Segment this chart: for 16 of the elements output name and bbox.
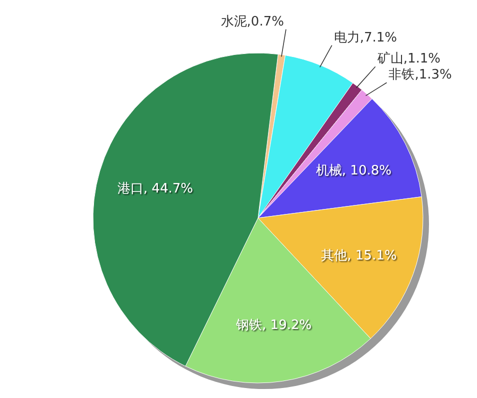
data-label: , 15.1% xyxy=(347,248,397,264)
data-label: ,1.3% xyxy=(414,68,452,83)
data-label: , 10.8% xyxy=(342,164,392,179)
slice-label: 钢铁 xyxy=(235,318,262,334)
slice-label: 非铁 xyxy=(388,68,415,83)
data-label: , 44.7% xyxy=(143,181,193,196)
data-label: ,7.1% xyxy=(360,30,398,46)
data-label: ,0.7% xyxy=(246,14,284,30)
slice-label: 矿山 xyxy=(376,52,404,67)
data-label: ,1.1% xyxy=(403,52,441,67)
slice-label: 港口 xyxy=(117,181,144,196)
slice-label: 其他 xyxy=(321,248,348,264)
slice-label: 机械 xyxy=(316,164,342,179)
data-label: , 19.2% xyxy=(262,318,312,334)
slice-label: 电力 xyxy=(334,30,360,46)
slice-label: 水泥 xyxy=(220,14,247,30)
